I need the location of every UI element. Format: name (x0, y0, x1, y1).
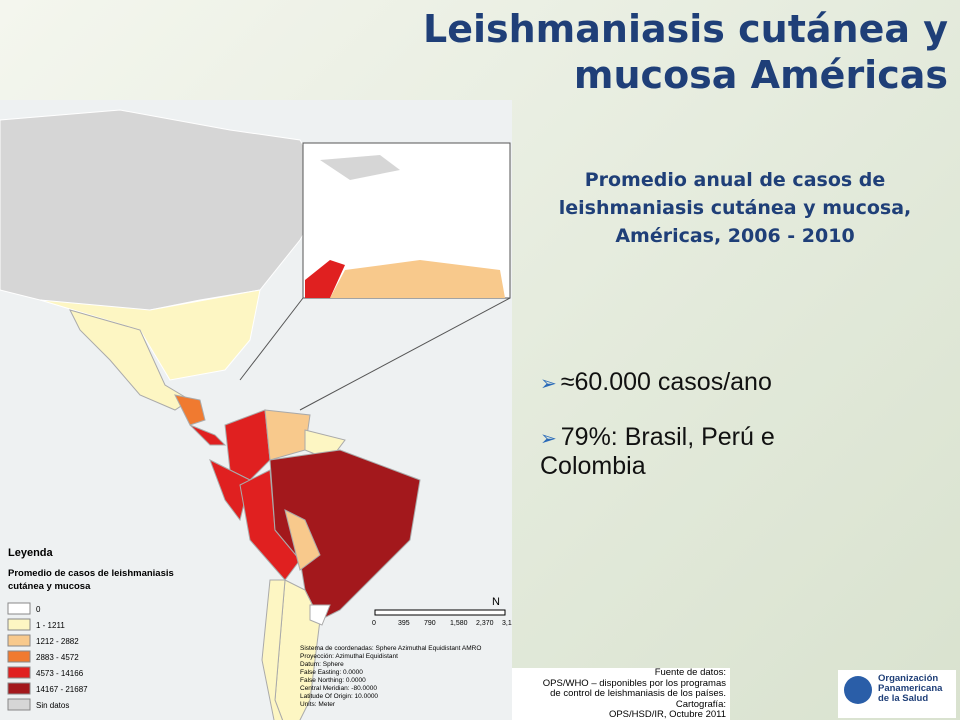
legend-swatch (7, 602, 31, 615)
legend-subtitle: Promedio de casos de leishmaniasis (8, 568, 174, 579)
inset-caribbean (320, 155, 400, 180)
subtitle-line: leishmaniasis cutánea y mucosa, (558, 197, 912, 219)
legend-title: Leyenda (8, 547, 54, 559)
legend-label: 2883 - 4572 (36, 653, 79, 662)
logo-line: Organización (878, 673, 939, 684)
subtitle-line: Américas, 2006 - 2010 (615, 225, 855, 247)
bullet: ➢ 79%: Brasil, Perú e Colombia (540, 423, 870, 481)
legend-subtitle: cutánea y mucosa (8, 581, 91, 592)
subtitle: Promedio anual de casos de leishmaniasis … (515, 166, 955, 250)
bolivia (284, 509, 321, 571)
legend-swatch (7, 666, 31, 679)
source-line: Cartografía: (675, 698, 726, 710)
legend-swatch (7, 682, 31, 695)
projection-line: Proyección: Azimuthal Equidistant (300, 653, 398, 660)
scale-label: 2,370 (476, 620, 494, 627)
bullet: ➢ ≈60.000 casos/ano (540, 368, 870, 397)
panama (189, 424, 227, 446)
projection-line: Central Meridian: -80.0000 (300, 685, 377, 692)
bullets: ➢ ≈60.000 casos/ano ➢ 79%: Brasil, Perú e C… (540, 368, 870, 507)
chile (261, 579, 286, 720)
central-america (174, 394, 206, 426)
scale-label: 395 (398, 620, 410, 627)
projection-line: Datum: Sphere (300, 661, 344, 668)
inset-connector (239, 297, 304, 381)
title: Leishmaniasis cutánea y mucosa Américas (423, 6, 948, 98)
scale-label: 1,580 (450, 620, 468, 627)
projection-line: Latitude Of Origin: 10.0000 (300, 693, 378, 700)
title-line: Leishmaniasis cutánea y (423, 7, 948, 51)
logo-line: de la Salud (878, 693, 929, 704)
scale-bar-rect (374, 609, 506, 616)
source-line: Fuente de datos: (654, 667, 726, 678)
colombia (224, 409, 271, 481)
bullet-text: ≈60.000 casos/ano (560, 368, 772, 396)
mexico (69, 309, 191, 411)
title-line: mucosa Américas (573, 53, 948, 97)
legend-label: 1 - 1211 (36, 621, 65, 630)
projection-info: Sistema de coordenadas: Sphere Azimuthal… (300, 645, 481, 708)
brazil (269, 449, 421, 621)
legend-label: 1212 - 2882 (36, 637, 79, 646)
subtitle-line: Promedio anual de casos de (584, 169, 886, 191)
inset-colombia (305, 260, 345, 298)
projection-line: False Northing: 0.0000 (300, 677, 366, 684)
legend-label: Sin datos (36, 701, 69, 710)
logo: Organización Panamericana de la Salud (838, 670, 956, 718)
logo-line: Panamericana (878, 683, 943, 694)
scale-label: 3,160 (502, 620, 512, 627)
legend-swatch (7, 618, 31, 631)
legend-label: 14167 - 21687 (36, 685, 88, 694)
inset-connector (299, 297, 511, 411)
inset-venezuela (330, 260, 505, 298)
bullet-arrow: ➢ (540, 428, 557, 450)
scale-label: 0 (372, 620, 376, 627)
logo-globe (844, 676, 872, 704)
north-arrow: N (492, 596, 500, 608)
legend-label: 0 (36, 605, 41, 614)
ecuador (209, 458, 251, 522)
bullet-text: 79%: Brasil, Perú e Colombia (540, 423, 775, 480)
scale-bar: 0 395 790 1,580 2,370 3,160 (372, 609, 512, 627)
legend-swatch (7, 634, 31, 647)
legend-swatch (7, 650, 31, 663)
source-line: de control de leishmaniasis de los paíse… (550, 688, 726, 699)
scale-label: 790 (424, 620, 436, 627)
bullet-arrow: ➢ (540, 373, 557, 395)
source-line: OPS/HSD/IR, Octubre 2011 (608, 709, 726, 720)
source-line: OPS/WHO – disponibles por los programas (542, 677, 726, 689)
projection-line: Units: Meter (300, 701, 336, 708)
legend-label: 4573 - 14166 (36, 669, 84, 678)
uruguay (309, 604, 331, 626)
legend-swatch (7, 698, 31, 711)
source: Fuente de datos: OPS/WHO – disponibles po… (512, 667, 730, 720)
legend: Leyenda Promedio de casos de leishmanias… (7, 547, 174, 711)
map: Leyenda Promedio de casos de leishmanias… (0, 100, 512, 720)
projection-line: False Easting: 0.0000 (300, 669, 363, 676)
projection-line: Sistema de coordenadas: Sphere Azimuthal… (300, 645, 481, 652)
